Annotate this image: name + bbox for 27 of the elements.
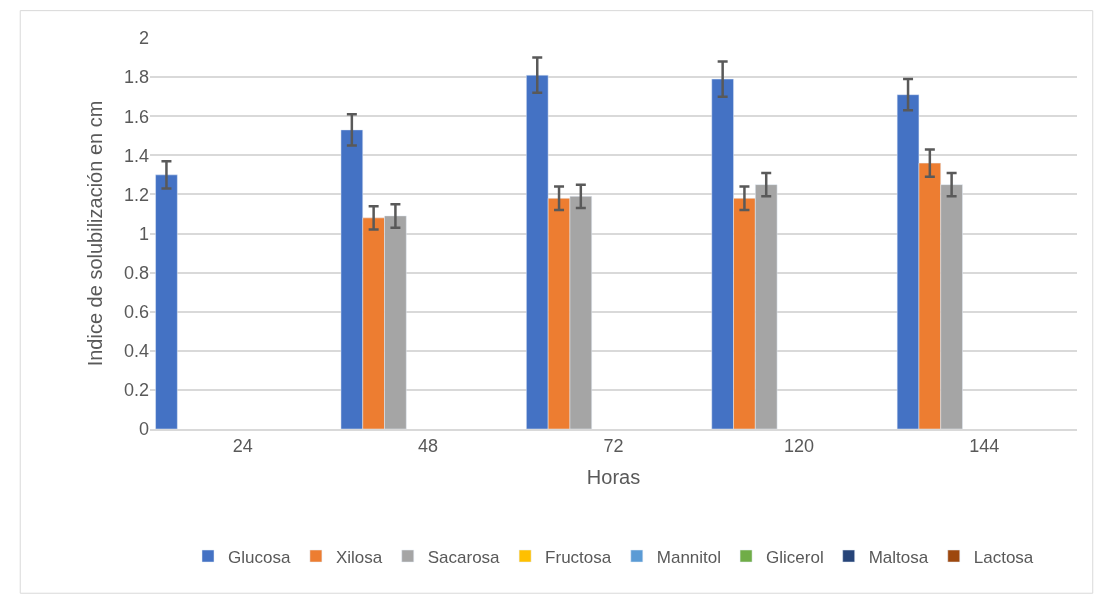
legend-label: Xilosa: [335, 547, 383, 567]
x-tick-label: 120: [783, 436, 814, 457]
legend-label: Sacarosa: [427, 547, 501, 567]
y-axis-title: Indice de solubilización en cm: [84, 100, 107, 367]
x-tick-label: 48: [418, 436, 439, 457]
y-tick-label: 1.2: [123, 184, 149, 205]
bar: [155, 174, 178, 429]
legend-label: Fructosa: [545, 547, 612, 567]
y-tick-label: 1.4: [123, 145, 149, 166]
y-tick-label: 0.4: [123, 341, 149, 362]
y-tick-label: 1.6: [123, 106, 149, 127]
y-tick-label: 2: [138, 28, 149, 49]
y-tick-label: 0.6: [123, 302, 149, 322]
x-tick-label: 144: [969, 436, 1000, 457]
legend-label: Mannitol: [656, 547, 722, 567]
y-tick-label: 1: [138, 223, 149, 244]
legend-label: Lactosa: [973, 547, 1034, 567]
y-tick-label: 0.2: [123, 380, 149, 401]
y-tick-label: 0: [138, 419, 149, 440]
legend-label: Glucosa: [228, 547, 291, 567]
legend-label: Maltosa: [868, 547, 929, 567]
y-tick-label: 1.8: [123, 67, 149, 88]
legend-label: Glicerol: [766, 547, 824, 567]
y-tick-label: 0.8: [123, 262, 149, 283]
x-tick-label: 24: [232, 436, 253, 457]
x-tick-label: 72: [603, 436, 624, 457]
x-axis-title: Horas: [586, 466, 641, 489]
